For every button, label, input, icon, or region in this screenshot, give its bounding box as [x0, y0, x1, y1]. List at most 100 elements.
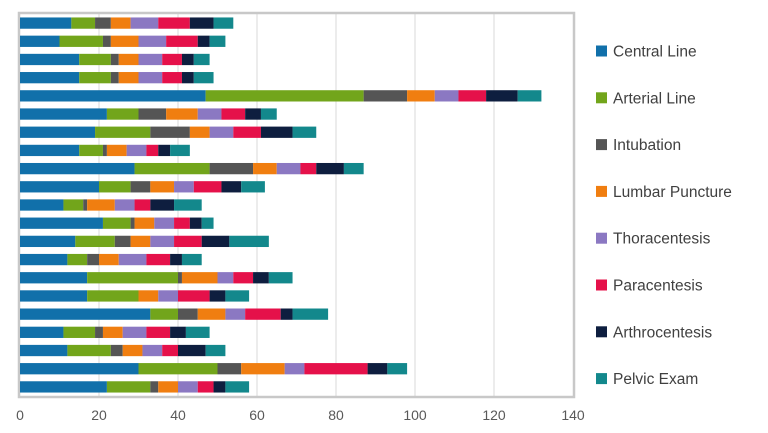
- bar-row16-series1: [20, 290, 88, 302]
- bar-row2-series8: [209, 35, 226, 47]
- x-tick-label-40: 40: [170, 407, 186, 423]
- bar-row9-series6: [300, 162, 317, 175]
- bar-row10-series1: [20, 181, 99, 193]
- bar-row20-series6: [304, 363, 368, 375]
- bar-row7-series8: [292, 126, 317, 138]
- legend-swatch-1: [596, 45, 607, 57]
- legend: Central Line Arterial Line Intubation Lumba…: [596, 44, 732, 388]
- bars: [20, 17, 542, 393]
- bar-row11-series3: [83, 199, 88, 211]
- bar-row21-series2: [106, 381, 151, 393]
- bar-row3-series7: [181, 53, 194, 66]
- bar-row21-series1: [20, 381, 107, 393]
- bar-row9-series1: [20, 162, 135, 175]
- bar-row14-series7: [170, 253, 182, 266]
- bar-row17-series3: [178, 308, 198, 320]
- bar-row10-series7: [221, 181, 242, 193]
- x-tick-label-100: 100: [403, 407, 427, 423]
- bar-row8-series5: [126, 144, 147, 157]
- bar-row15-series1: [20, 272, 88, 284]
- bar-row13-series1: [20, 235, 76, 248]
- bar-row18-series5: [122, 326, 147, 338]
- bar-row16-series8: [225, 290, 250, 302]
- bar-row14-series4: [99, 253, 119, 266]
- bar-row20-series7: [367, 363, 388, 375]
- bar-row14-series1: [20, 253, 68, 266]
- bar-row8-series6: [146, 144, 159, 157]
- bar-row17-series8: [292, 308, 329, 320]
- bar-row6-series1: [20, 108, 107, 120]
- bar-row10-series8: [241, 181, 265, 193]
- bar-row1-series1: [20, 17, 72, 29]
- legend-label-4: Lumbar Puncture: [613, 184, 732, 201]
- bar-row21-series3: [150, 381, 159, 393]
- x-tick-label-60: 60: [249, 407, 265, 423]
- bar-row20-series8: [387, 363, 408, 375]
- legend-swatch-8: [596, 373, 607, 385]
- bar-row15-series7: [253, 272, 269, 284]
- bar-row16-series4: [138, 290, 159, 302]
- bar-row3-series1: [20, 53, 80, 66]
- bar-row4-series1: [20, 72, 80, 84]
- bar-row10-series2: [99, 181, 131, 193]
- bar-row18-series8: [185, 326, 210, 338]
- bar-row11-series1: [20, 199, 64, 211]
- bar-row20-series4: [241, 363, 285, 375]
- bar-row15-series2: [87, 272, 178, 284]
- bar-row4-series8: [193, 72, 214, 84]
- bar-row7-series1: [20, 126, 96, 138]
- bar-row17-series6: [245, 308, 281, 320]
- bar-row8-series4: [106, 144, 127, 157]
- bar-row11-series8: [174, 199, 202, 211]
- bar-row9-series8: [343, 162, 364, 175]
- bar-row19-series3: [110, 344, 123, 357]
- bar-row9-series2: [134, 162, 210, 175]
- bar-row11-series4: [87, 199, 115, 211]
- bar-row19-series8: [205, 344, 226, 357]
- bar-row1-series2: [71, 17, 96, 29]
- x-tick-label-80: 80: [328, 407, 344, 423]
- legend-swatch-3: [596, 139, 607, 151]
- bar-row11-series2: [63, 199, 84, 211]
- bar-row5-series3: [363, 90, 408, 102]
- bar-row21-series7: [213, 381, 226, 393]
- legend-label-7: Arthrocentesis: [613, 324, 712, 341]
- bar-row21-series6: [197, 381, 214, 393]
- bar-row3-series8: [193, 53, 210, 66]
- bar-row16-series5: [158, 290, 178, 302]
- bar-row2-series7: [197, 35, 210, 47]
- bar-row3-series5: [138, 53, 163, 66]
- bar-row17-series7: [280, 308, 293, 320]
- bar-row12-series7: [189, 217, 202, 229]
- bar-row17-series1: [20, 308, 151, 320]
- bar-row14-series8: [181, 253, 202, 266]
- plot-area-border: [17, 11, 576, 399]
- bar-row20-series1: [20, 363, 139, 375]
- bar-row7-series4: [189, 126, 210, 138]
- bar-row5-series5: [434, 90, 459, 102]
- bar-row15-series4: [181, 272, 218, 284]
- bar-row19-series1: [20, 344, 68, 357]
- bar-row7-series5: [209, 126, 234, 138]
- bar-row10-series6: [193, 181, 222, 193]
- bar-row2-series1: [20, 35, 60, 47]
- bar-row4-series4: [118, 72, 139, 84]
- legend-label-2: Arterial Line: [613, 90, 696, 107]
- bar-row3-series6: [162, 53, 182, 66]
- bar-row4-series3: [110, 72, 119, 84]
- bar-row8-series2: [79, 144, 103, 157]
- bar-row12-series3: [130, 217, 135, 229]
- legend-label-6: Paracentesis: [613, 278, 703, 295]
- bar-row9-series5: [276, 162, 301, 175]
- x-tick-label-140: 140: [561, 407, 585, 423]
- bar-row15-series3: [178, 272, 182, 284]
- legend-label-3: Intubation: [613, 137, 681, 154]
- bar-row14-series6: [146, 253, 171, 266]
- bar-row3-series4: [118, 53, 139, 66]
- bar-row13-series2: [75, 235, 115, 248]
- bar-row4-series5: [138, 72, 163, 84]
- bar-row17-series5: [225, 308, 246, 320]
- bar-row13-series4: [130, 235, 151, 248]
- legend-label-5: Thoracentesis: [613, 231, 711, 248]
- bar-row1-series3: [95, 17, 111, 29]
